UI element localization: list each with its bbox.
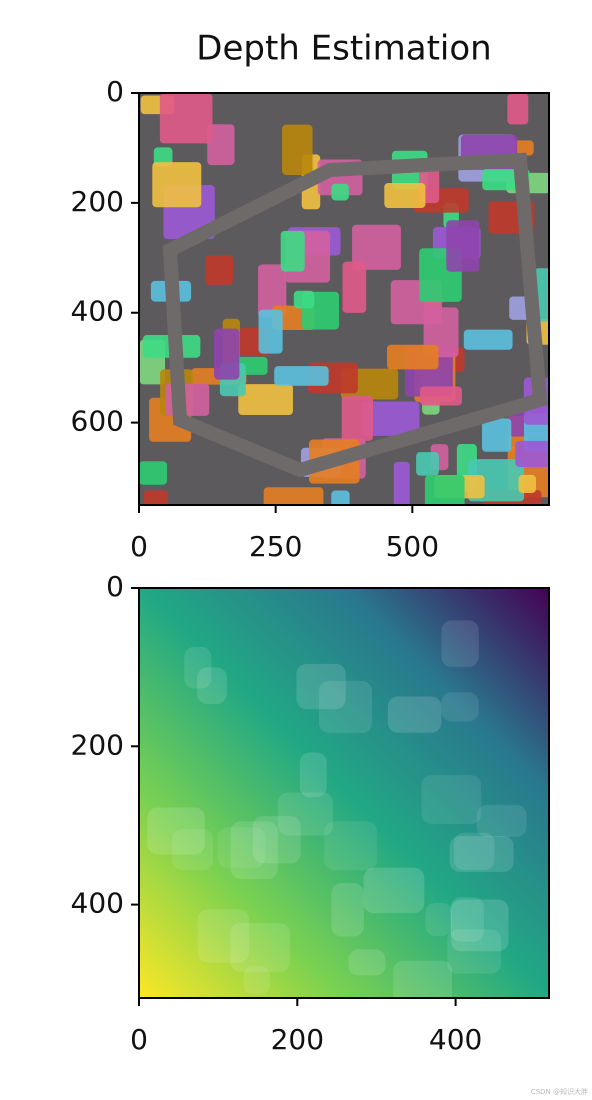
image-patch — [230, 821, 278, 880]
image-patch — [352, 224, 401, 270]
image-patch — [252, 816, 301, 864]
x-tick-label: 250 — [249, 530, 302, 563]
image-patch — [331, 490, 350, 505]
image-patch — [171, 829, 214, 871]
image-patch — [147, 807, 205, 855]
image-patch — [277, 792, 334, 836]
image-patch — [324, 821, 377, 871]
image-patch — [258, 264, 287, 317]
image-patch — [159, 93, 213, 144]
image-patch — [243, 966, 271, 995]
image-patch — [518, 474, 537, 493]
image-patch — [449, 836, 514, 872]
image-patch — [416, 452, 439, 476]
image-patch — [384, 182, 426, 208]
y-tick-label: 600 — [71, 405, 124, 438]
image-patch — [207, 124, 235, 166]
image-patch — [331, 883, 364, 937]
segmentation-image — [139, 93, 549, 505]
image-patch — [451, 899, 509, 952]
image-patch — [441, 692, 479, 722]
image-patch — [152, 162, 202, 208]
image-patch — [197, 909, 250, 963]
image-patch — [361, 401, 420, 436]
image-patch — [441, 620, 479, 667]
image-patch — [296, 663, 346, 710]
image-patch — [425, 902, 453, 937]
image-patch — [230, 922, 290, 972]
chart-title: Depth Estimation — [196, 29, 491, 69]
y-tick-label: 200 — [71, 185, 124, 218]
x-tick-label: 400 — [429, 1023, 482, 1056]
image-patch — [463, 329, 513, 350]
image-patch — [139, 461, 168, 485]
image-patch — [217, 827, 266, 868]
image-patch — [238, 384, 293, 415]
image-patch — [419, 386, 462, 406]
image-patch — [453, 832, 495, 870]
image-patch — [205, 255, 233, 285]
axes-frame — [138, 587, 550, 999]
image-patch — [341, 395, 374, 441]
image-patch — [274, 366, 329, 386]
image-patch — [263, 487, 324, 505]
axes-frame — [138, 92, 550, 506]
image-patch — [342, 261, 367, 313]
image-patch — [282, 124, 313, 175]
image-patch — [258, 309, 283, 354]
image-patch — [421, 775, 482, 825]
image-patch — [214, 328, 240, 380]
image-patch — [153, 147, 173, 167]
y-tick-label: 0 — [106, 75, 124, 108]
image-patch — [515, 440, 549, 467]
image-patch — [143, 490, 168, 505]
image-patch — [348, 949, 386, 976]
y-tick-label: 400 — [71, 295, 124, 328]
image-patch — [184, 646, 212, 689]
image-patch — [447, 929, 502, 974]
depth-image — [139, 588, 549, 998]
image-patch — [331, 183, 349, 201]
image-patch — [393, 461, 410, 505]
image-patch — [509, 296, 530, 320]
image-patch — [197, 667, 227, 704]
x-tick-label: 200 — [271, 1023, 324, 1056]
image-patch — [476, 804, 527, 837]
image-patch — [318, 681, 373, 734]
x-tick-label: 0 — [130, 1023, 148, 1056]
image-patch — [507, 93, 529, 125]
road — [162, 152, 548, 478]
image-patch — [534, 268, 549, 322]
y-tick-label: 200 — [71, 728, 124, 761]
y-tick-label: 400 — [71, 887, 124, 920]
image-patch — [293, 290, 315, 309]
image-patch — [450, 897, 484, 942]
image-patch — [424, 475, 465, 505]
image-patch — [446, 220, 480, 272]
image-patch — [482, 418, 512, 452]
image-patch — [393, 960, 453, 998]
image-patch — [363, 867, 425, 914]
x-tick-label: 0 — [130, 530, 148, 563]
image-patch — [387, 344, 439, 370]
image-patch — [280, 230, 305, 272]
y-tick-label: 0 — [106, 570, 124, 603]
image-patch — [299, 752, 327, 798]
x-tick-label: 500 — [386, 530, 439, 563]
image-patch — [387, 696, 442, 733]
watermark: CSDN @知识大胖 — [531, 1087, 588, 1096]
